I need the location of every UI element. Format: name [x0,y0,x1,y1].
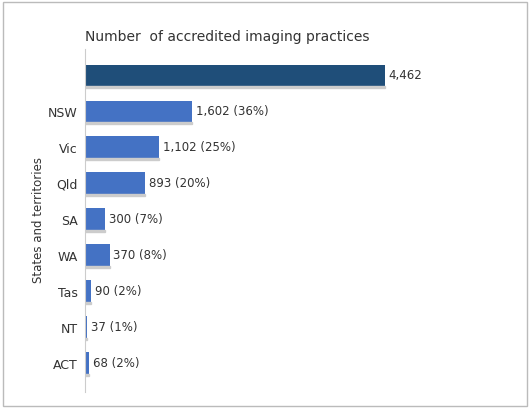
Bar [85,353,90,375]
Bar [85,122,192,124]
Text: 4,462: 4,462 [388,69,422,82]
Bar [85,208,105,231]
Text: 1,602 (36%): 1,602 (36%) [196,105,269,118]
Bar [85,244,110,267]
Bar [85,338,87,340]
Bar [85,194,145,196]
Bar [85,173,145,195]
Text: 1,102 (25%): 1,102 (25%) [163,141,235,154]
Bar [85,302,91,304]
Text: 300 (7%): 300 (7%) [109,213,162,226]
Bar [85,230,105,232]
Bar [85,100,192,123]
Text: 90 (2%): 90 (2%) [94,285,141,298]
Text: 68 (2%): 68 (2%) [93,357,139,370]
Text: 37 (1%): 37 (1%) [91,321,137,334]
Bar [85,266,110,268]
Bar [85,86,385,88]
Bar [85,280,91,303]
Bar [85,137,159,159]
Bar [85,316,87,339]
Text: 370 (8%): 370 (8%) [113,249,167,262]
Y-axis label: States and territories: States and territories [32,157,46,283]
Text: 893 (20%): 893 (20%) [148,177,210,190]
Bar [85,158,159,160]
Text: Number  of accredited imaging practices: Number of accredited imaging practices [85,30,369,44]
Bar [85,374,90,376]
Bar [85,64,385,87]
